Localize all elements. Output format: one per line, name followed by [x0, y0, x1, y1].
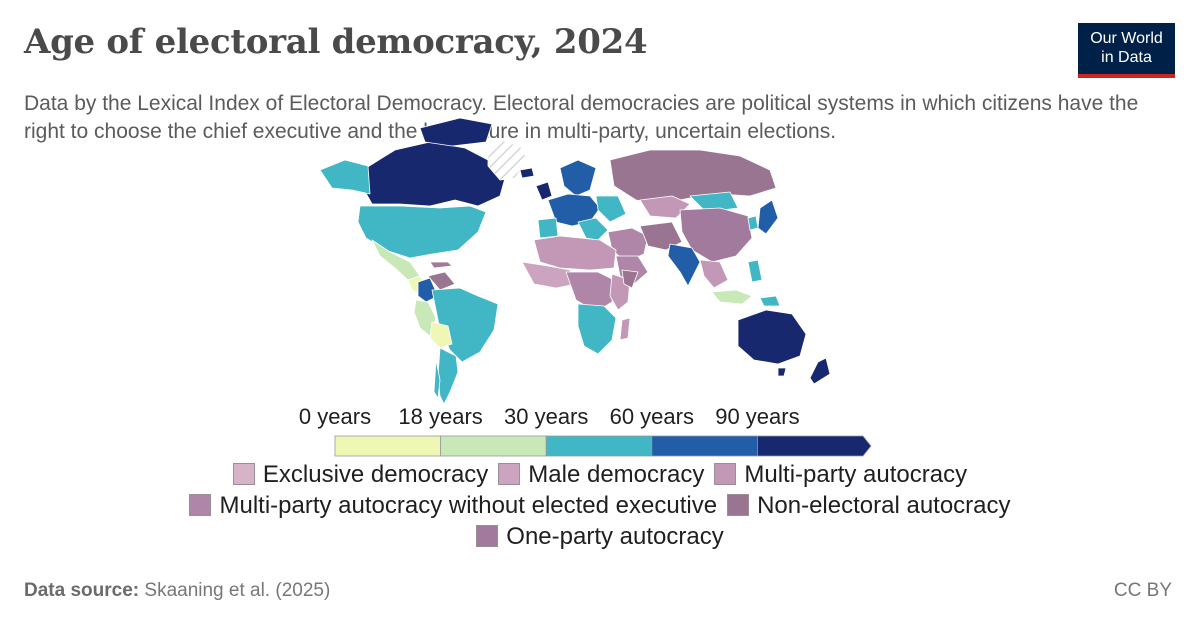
legend-swatch	[189, 494, 212, 517]
country-greenland[interactable]	[487, 139, 529, 181]
license-link[interactable]: CC BY	[1113, 580, 1172, 601]
logo-line-1: Our World	[1090, 30, 1163, 47]
country-scandinavia[interactable]	[559, 159, 597, 197]
country-italy-balkans[interactable]	[577, 217, 609, 241]
legend-label: Non-electoral autocracy	[757, 492, 1011, 520]
country-australia[interactable]	[737, 309, 807, 365]
scale-label: 18 years	[398, 404, 482, 429]
scale-bin-0[interactable]	[334, 435, 441, 457]
scale-label: 60 years	[610, 404, 694, 429]
country-alaska[interactable]	[319, 159, 371, 195]
legend-label: Multi-party autocracy	[744, 461, 968, 489]
scale-bin-3[interactable]	[651, 435, 758, 457]
legend-swatch	[727, 494, 750, 517]
country-mongolia[interactable]	[689, 191, 739, 213]
owid-logo[interactable]: Our World in Data	[1078, 23, 1175, 78]
country-madagascar[interactable]	[619, 317, 631, 341]
country-tasmania[interactable]	[777, 367, 787, 377]
legend-label: One-party autocracy	[506, 523, 724, 551]
legend-item[interactable]: Non-electoral autocracy	[727, 490, 1011, 521]
legend-item[interactable]: Exclusive democracy	[232, 459, 489, 490]
country-uk-ireland[interactable]	[535, 181, 553, 201]
country-usa[interactable]	[357, 205, 487, 259]
country-central-africa[interactable]	[565, 271, 615, 313]
scale-label: 0 years	[299, 404, 371, 429]
data-source-link[interactable]: Skaaning et al. (2025)	[144, 580, 331, 601]
country-russia[interactable]	[609, 149, 777, 205]
scale-label: 30 years	[504, 404, 588, 429]
country-cuba[interactable]	[429, 261, 453, 269]
country-canada-islands[interactable]	[419, 117, 493, 147]
scale-bin-1[interactable]	[440, 435, 547, 457]
country-southeast-asia[interactable]	[699, 259, 729, 289]
scale-bin-4[interactable]	[757, 435, 872, 457]
legend-label: Male democracy	[528, 461, 705, 489]
country-north-africa[interactable]	[533, 235, 617, 271]
logo-accent-bar	[1078, 74, 1175, 78]
country-southern-africa[interactable]	[577, 303, 617, 355]
scale-bin-2[interactable]	[545, 435, 653, 457]
country-philippines[interactable]	[747, 259, 763, 283]
legend-row: One-party autocracy	[0, 520, 1200, 551]
country-png[interactable]	[759, 295, 781, 307]
chart-title: Age of electoral democracy, 2024	[24, 22, 648, 62]
legend-swatch	[232, 463, 255, 486]
legend-item[interactable]: Multi-party autocracy without elected ex…	[189, 490, 717, 521]
country-iceland[interactable]	[519, 167, 535, 179]
legend-swatch	[476, 525, 499, 548]
country-korea[interactable]	[747, 215, 759, 231]
country-indonesia[interactable]	[711, 289, 753, 305]
country-eastern-europe[interactable]	[595, 195, 627, 223]
legend-item[interactable]: Multi-party autocracy	[714, 459, 967, 490]
legend-item[interactable]: One-party autocracy	[476, 521, 724, 552]
logo-line-2: in Data	[1101, 49, 1152, 66]
chart-subtitle: Data by the Lexical Index of Electoral D…	[24, 92, 1139, 143]
country-western-europe[interactable]	[547, 193, 601, 227]
legend-swatch	[498, 463, 521, 486]
legend-label: Exclusive democracy	[262, 461, 489, 489]
country-china[interactable]	[679, 207, 753, 263]
country-india[interactable]	[667, 243, 701, 287]
legend-item[interactable]: Male democracy	[498, 459, 704, 490]
scale-label: 90 years	[715, 404, 799, 429]
legend-row: Exclusive democracy Male democracy Multi-p…	[0, 458, 1200, 489]
country-bolivia[interactable]	[429, 321, 453, 349]
country-horn[interactable]	[621, 269, 639, 289]
country-chile-south[interactable]	[433, 359, 441, 399]
legend-label: Multi-party autocracy without elected ex…	[219, 492, 718, 520]
country-japan[interactable]	[757, 199, 779, 235]
category-legend: Exclusive democracy Male democracy Multi-p…	[0, 458, 1200, 551]
data-source-label: Data source:	[24, 580, 140, 601]
country-venezuela[interactable]	[427, 271, 456, 291]
legend-row: Multi-party autocracy without elected ex…	[0, 489, 1200, 520]
country-new-zealand[interactable]	[809, 357, 831, 385]
data-source: Data source: Skaaning et al. (2025)	[24, 580, 330, 602]
legend-swatch	[714, 463, 737, 486]
